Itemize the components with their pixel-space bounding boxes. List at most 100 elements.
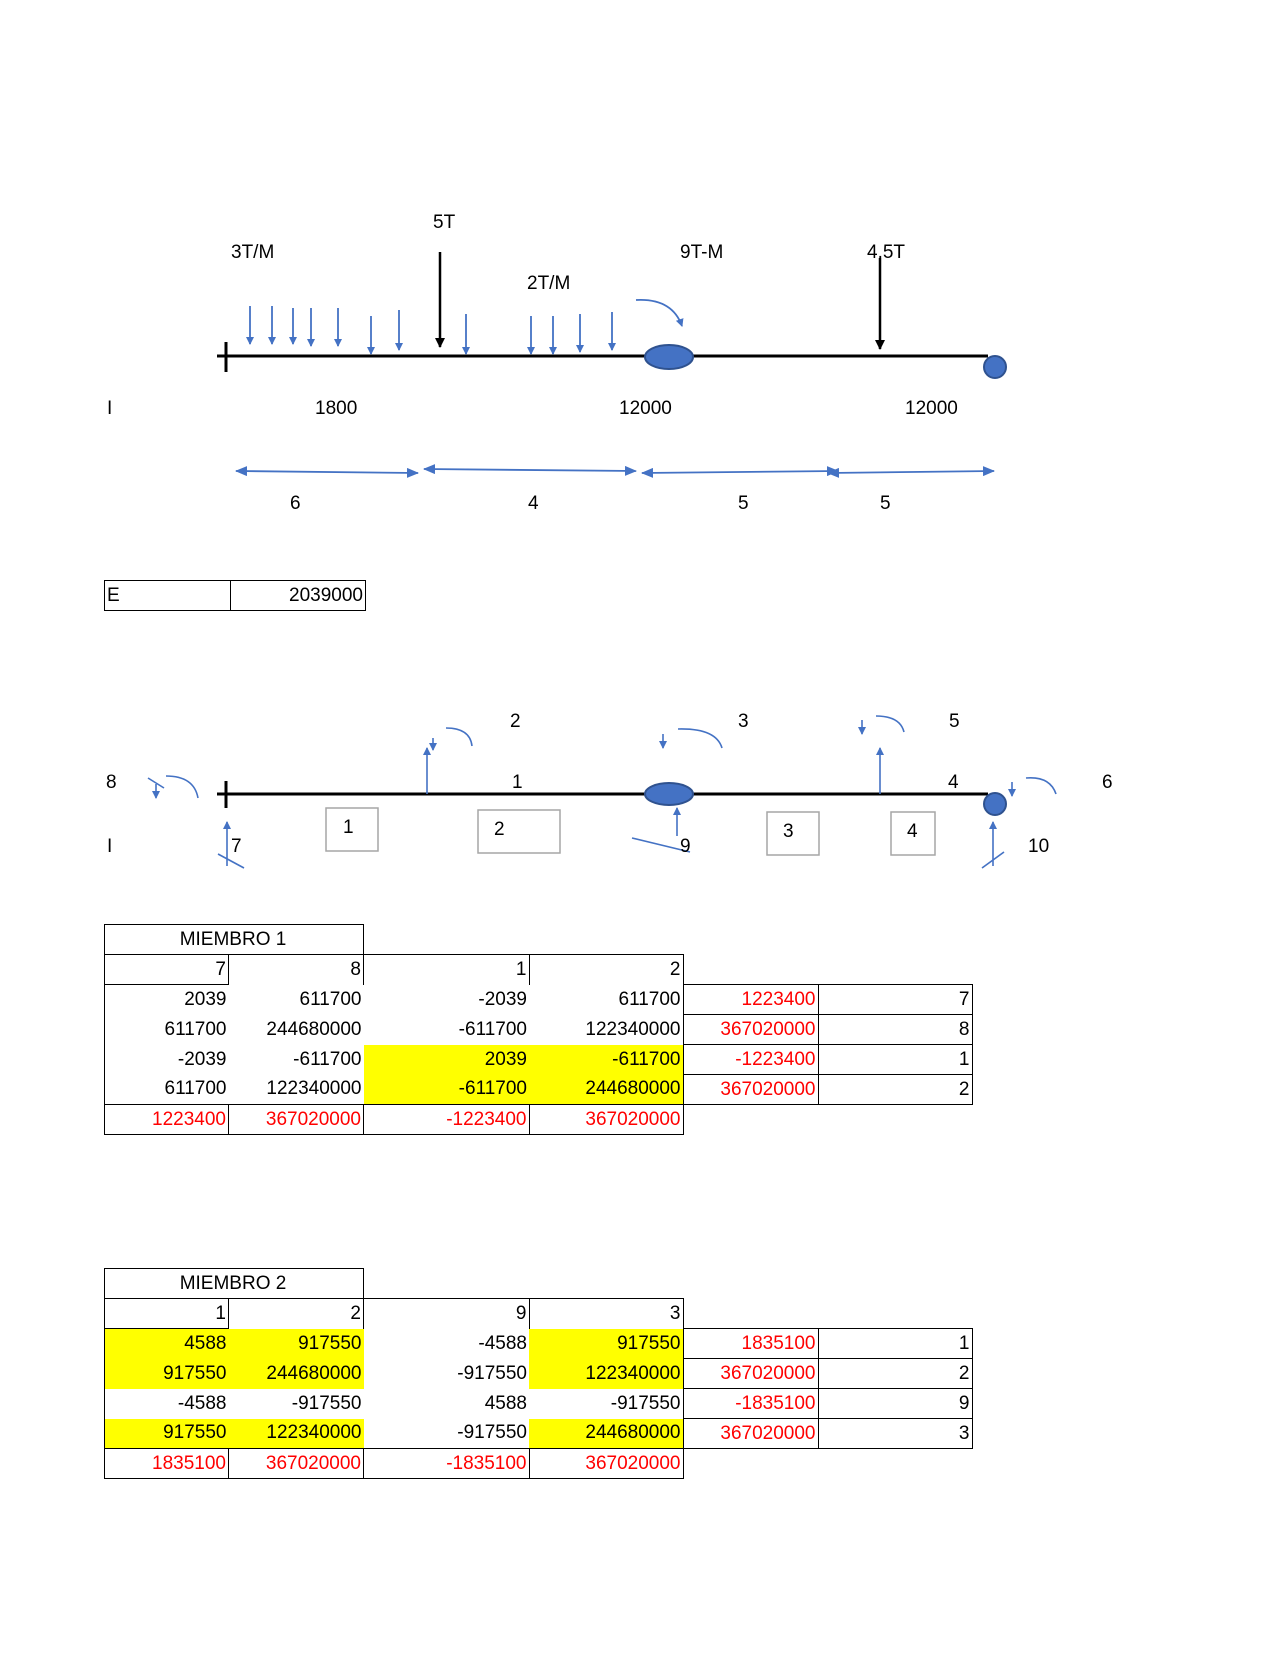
member-2-side-index: 1 xyxy=(818,1328,973,1359)
member-2-side-value: 367020000 xyxy=(683,1418,819,1449)
distributed-load-3tm-arrows xyxy=(246,306,470,355)
member-1-total: 367020000 xyxy=(529,1104,684,1135)
member-2-side-value: 367020000 xyxy=(683,1358,819,1389)
member-2-header: 1 xyxy=(104,1298,229,1329)
member-2-cell: 917550 xyxy=(228,1328,364,1359)
member-1-side-value: 367020000 xyxy=(683,1074,819,1105)
member-label-2: 2 xyxy=(494,819,505,840)
member-2-cell: -4588 xyxy=(104,1388,229,1419)
member-2-cell: 4588 xyxy=(104,1328,229,1359)
member-1-header: 7 xyxy=(104,954,229,985)
roller-support-2 xyxy=(983,792,1007,816)
load-2tm-label: 2T/M xyxy=(527,273,571,294)
dof-8-label: 8 xyxy=(106,772,117,793)
member-2-cell: -4588 xyxy=(478,1332,527,1354)
member-label-3: 3 xyxy=(783,821,794,842)
member-label-4: 4 xyxy=(907,821,918,842)
e-value: 2039000 xyxy=(230,580,366,611)
dof-9-label: 9 xyxy=(680,836,691,857)
member-1-cell: 244680000 xyxy=(266,1018,362,1040)
member-1-total: 367020000 xyxy=(228,1104,364,1135)
member-1-cell: 611700 xyxy=(299,988,362,1010)
inertia-segment-2: 12000 xyxy=(619,398,672,419)
member-1-header: 8 xyxy=(228,954,364,985)
member-2-side-value: -1835100 xyxy=(683,1388,819,1419)
member-2-side-index: 3 xyxy=(818,1418,973,1449)
member-1-header: 1 xyxy=(363,954,530,985)
length-segment-1: 6 xyxy=(290,493,301,514)
member-1-cell: 611700 xyxy=(104,1074,229,1105)
member-1-side-index: 1 xyxy=(818,1044,973,1075)
hinge-node-2 xyxy=(644,782,694,806)
member-1-cell: 611700 xyxy=(529,984,684,1015)
member-2-cell: 122340000 xyxy=(529,1358,684,1389)
member-2-cell: 122340000 xyxy=(228,1418,364,1449)
member-1-cell: 122340000 xyxy=(529,1014,684,1045)
distributed-load-2tm-arrows xyxy=(527,312,616,355)
member-1-side-value: -1223400 xyxy=(683,1044,819,1075)
member-2-cell: 917550 xyxy=(104,1358,229,1389)
member-2-cell: 244680000 xyxy=(529,1418,684,1449)
member-2-cell: -917550 xyxy=(457,1362,527,1384)
member-1-total: 1223400 xyxy=(104,1104,229,1135)
dof-1-label: 1 xyxy=(512,772,523,793)
inertia-i-label-2: I xyxy=(107,836,113,857)
member-1-cell: 2039 xyxy=(104,984,229,1015)
member-2-header: 9 xyxy=(363,1298,530,1329)
member-2-side-index: 9 xyxy=(818,1388,973,1419)
member-1-stiffness-table: MIEMBRO 1 7 8 1 2 2039 611700 -2039 6117… xyxy=(104,924,973,1135)
member-box-3 xyxy=(766,811,820,856)
member-box-4 xyxy=(890,811,936,856)
dimension-arrows xyxy=(235,464,995,478)
member-2-cell: 244680000 xyxy=(228,1358,364,1389)
member-box-2 xyxy=(477,809,561,854)
inertia-segment-3: 12000 xyxy=(905,398,958,419)
member-2-header: 3 xyxy=(529,1298,684,1329)
member-1-side-value: 367020000 xyxy=(683,1014,819,1045)
member-1-header: 2 xyxy=(529,954,684,985)
inertia-segment-1: 1800 xyxy=(315,398,358,419)
member-1-side-value: 1223400 xyxy=(683,984,819,1015)
member-1-cell: -611700 xyxy=(363,1074,529,1105)
dof-10-label: 10 xyxy=(1028,836,1050,857)
dof-4-label: 4 xyxy=(948,772,959,793)
member-2-side-value: 1835100 xyxy=(683,1328,819,1359)
member-1-title: MIEMBRO 1 xyxy=(104,924,364,955)
member-2-total: -1835100 xyxy=(363,1448,530,1479)
member-1-cell: -2039 xyxy=(104,1044,229,1075)
member-1-total: -1223400 xyxy=(363,1104,530,1135)
member-2-cell: 917550 xyxy=(104,1418,229,1449)
dof-6-label: 6 xyxy=(1102,772,1113,793)
dof-3-label: 3 xyxy=(738,711,749,732)
dof-2-label: 2 xyxy=(510,711,521,732)
member-1-side-index: 7 xyxy=(818,984,973,1015)
member-2-cell: 4588 xyxy=(484,1392,527,1414)
load-45t-label: 4.5T xyxy=(867,242,906,263)
member-2-total: 367020000 xyxy=(228,1448,364,1479)
member-1-cell: 2039 xyxy=(363,1044,529,1075)
beam-diagram-1 xyxy=(217,252,1007,478)
member-2-stiffness-table: MIEMBRO 2 1 2 9 3 4588 917550 -4588 9175… xyxy=(104,1268,973,1479)
member-1-cell: -2039 xyxy=(478,988,527,1010)
member-2-total: 1835100 xyxy=(104,1448,229,1479)
member-1-side-index: 2 xyxy=(818,1074,973,1105)
length-segment-2: 4 xyxy=(528,493,539,514)
member-1-cell: 611700 xyxy=(104,1014,229,1045)
dof-5-label: 5 xyxy=(949,711,960,732)
member-1-cell: 122340000 xyxy=(266,1078,362,1100)
beam-diagram-2 xyxy=(147,715,1057,869)
member-2-cell: -917550 xyxy=(457,1422,527,1444)
member-1-cell: -611700 xyxy=(293,1048,362,1070)
member-box-1 xyxy=(325,807,379,852)
member-1-side-index: 8 xyxy=(818,1014,973,1045)
moment-9tm-label: 9T-M xyxy=(680,242,724,263)
load-3tm-label: 3T/M xyxy=(231,242,275,263)
roller-support xyxy=(983,355,1007,379)
member-1-cell: -611700 xyxy=(458,1018,527,1040)
hinge-node xyxy=(644,344,694,370)
member-2-side-index: 2 xyxy=(818,1358,973,1389)
member-2-header: 2 xyxy=(228,1298,364,1329)
moment-9tm-arrow xyxy=(635,299,684,327)
e-label: E xyxy=(104,580,231,611)
dof-7-label: 7 xyxy=(231,836,242,857)
